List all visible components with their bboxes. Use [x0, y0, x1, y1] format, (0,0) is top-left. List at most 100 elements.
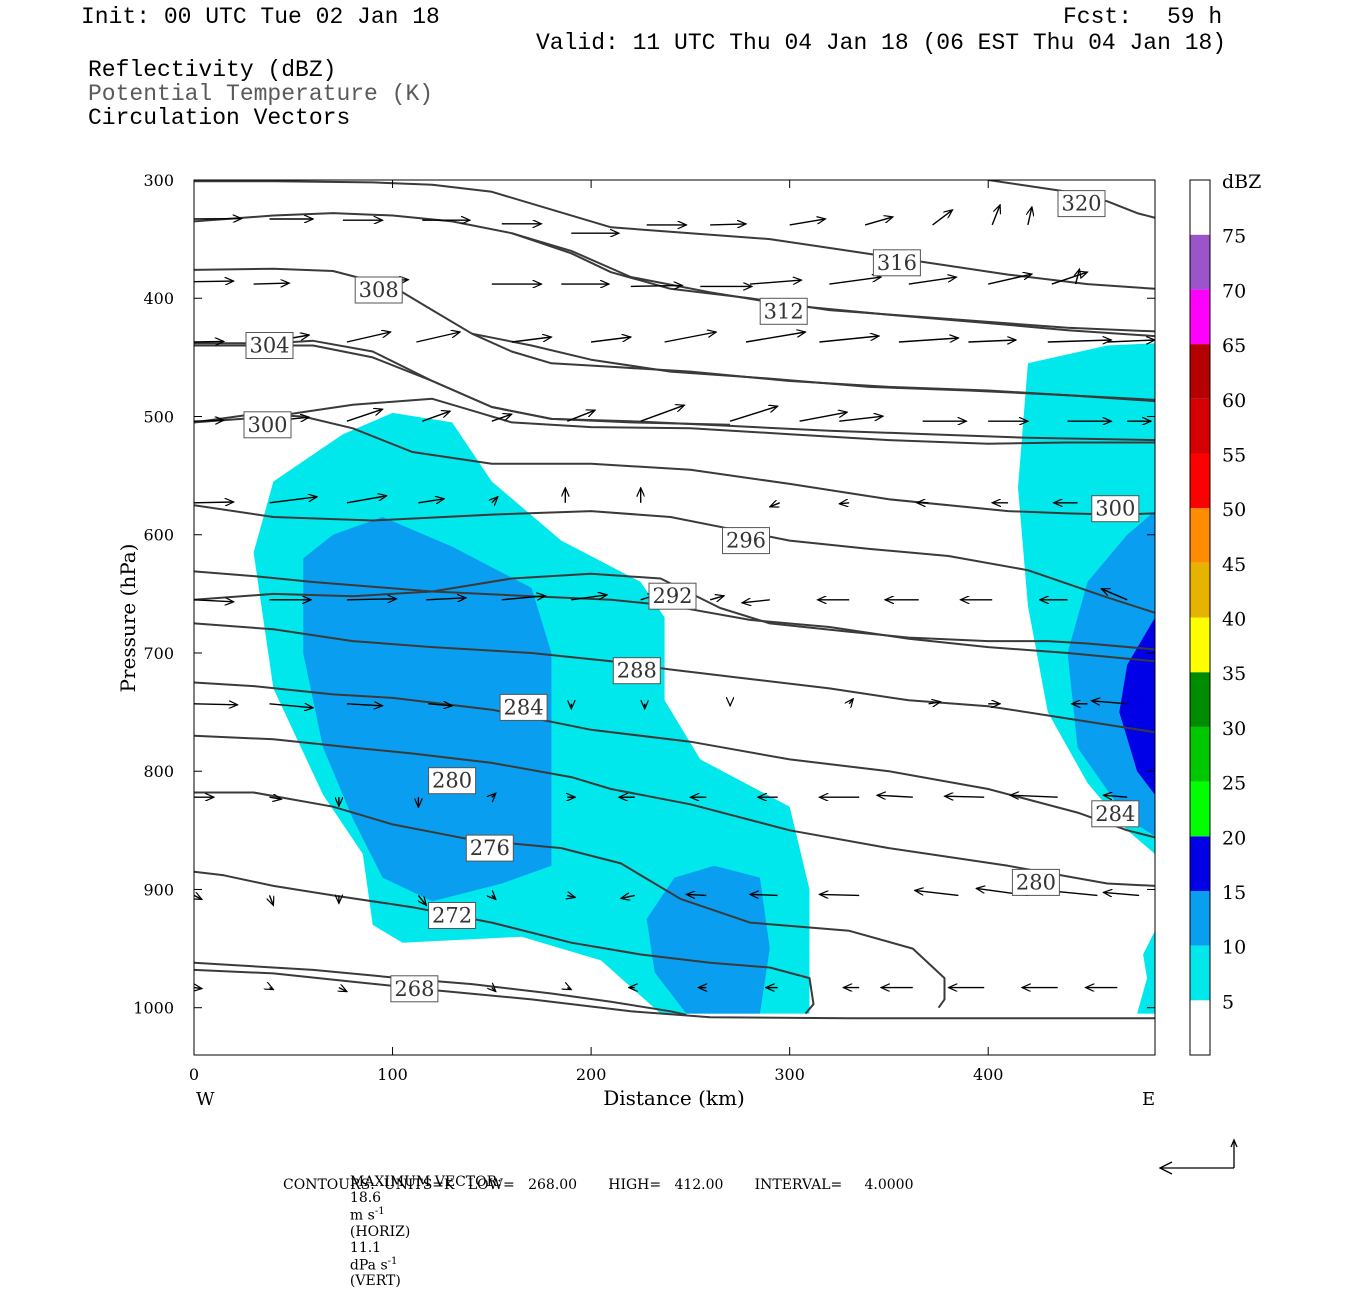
theta-label: 300 — [1095, 497, 1135, 521]
circulation-vector — [800, 412, 848, 421]
circulation-vector — [512, 337, 552, 342]
circulation-vector — [194, 281, 234, 282]
x-tick-label: 0 — [189, 1065, 199, 1084]
circulation-vector — [899, 338, 959, 342]
colorbar-label: 40 — [1222, 609, 1246, 631]
horiz-tag: (HORIZ) — [350, 1224, 410, 1240]
circulation-vector — [194, 895, 202, 899]
colorbar-swatch — [1190, 836, 1210, 891]
x-tick-label: 300 — [774, 1065, 805, 1084]
circulation-vector — [422, 411, 450, 421]
colorbar-swatch — [1190, 727, 1210, 782]
circulation-vector — [416, 332, 460, 342]
theta-label: 280 — [432, 769, 472, 793]
colorbar-label: 70 — [1222, 280, 1246, 302]
colorbar-label: 75 — [1222, 226, 1246, 248]
circulation-vector — [492, 988, 496, 992]
theta-label: 296 — [726, 529, 766, 553]
circulation-vector — [710, 224, 746, 225]
circulation-vector — [770, 503, 780, 507]
circulation-vector — [347, 599, 397, 600]
circulation-vector — [839, 416, 883, 421]
circulation-vector — [665, 332, 717, 342]
circulation-vector — [750, 280, 802, 284]
reference-vector-icon — [1160, 1140, 1237, 1174]
colorbar-label: 20 — [1222, 827, 1246, 849]
circulation-vector — [933, 210, 953, 225]
colorbar-swatch — [1190, 344, 1210, 399]
circulation-vector — [194, 420, 224, 421]
y-tick-label: 500 — [143, 407, 174, 426]
y-tick-label: 700 — [143, 644, 174, 663]
colorbar-swatch — [1190, 891, 1210, 946]
theta-label: 284 — [504, 695, 544, 719]
vert-unit: dPa s — [350, 1257, 388, 1273]
colorbar-label: 60 — [1222, 390, 1246, 412]
circulation-vector — [567, 988, 571, 990]
circulation-vector — [339, 988, 347, 992]
colorbar-swatch — [1190, 508, 1210, 563]
circulation-vector — [992, 205, 1000, 225]
circulation-vector — [746, 332, 806, 342]
colorbar-label: 65 — [1222, 335, 1246, 357]
x-tick-label: 400 — [973, 1065, 1004, 1084]
circulation-vector — [819, 894, 859, 895]
colorbar-label: 45 — [1222, 554, 1246, 576]
theta-label: 268 — [394, 977, 434, 1001]
theta-label: 300 — [247, 413, 287, 437]
horiz-unit: m s — [350, 1208, 375, 1224]
circulation-vector — [194, 988, 202, 989]
circulation-vector — [194, 341, 224, 342]
horiz-unit-exponent: -1 — [375, 1206, 385, 1217]
circulation-vector — [194, 704, 238, 705]
circulation-vector — [1028, 207, 1032, 225]
theta-label: 272 — [432, 904, 472, 928]
colorbar-label: 35 — [1222, 663, 1246, 685]
colorbar-label: 55 — [1222, 444, 1246, 466]
colorbar-swatch — [1190, 453, 1210, 508]
theta-label: 284 — [1095, 802, 1135, 826]
circulation-vector — [631, 285, 683, 286]
circulation-vector — [1107, 340, 1155, 342]
circulation-vector — [710, 596, 724, 600]
circulation-vector — [839, 503, 849, 504]
y-tick-label: 1000 — [133, 999, 174, 1018]
circulation-vector — [686, 894, 706, 895]
circulation-vector — [865, 217, 893, 225]
theta-label: 308 — [359, 278, 399, 302]
circulation-vector — [270, 895, 274, 905]
circulation-vector — [1103, 892, 1139, 895]
circulation-vector — [730, 406, 778, 421]
y-tick-label: 800 — [143, 762, 174, 781]
circulation-vector — [254, 283, 290, 284]
colorbar-swatch — [1190, 782, 1210, 837]
circulation-vector — [194, 600, 234, 602]
circulation-vector — [591, 337, 631, 342]
theta-label: 304 — [249, 334, 289, 358]
circulation-vector — [790, 219, 826, 225]
colorbar-swatch — [1190, 289, 1210, 344]
circulation-vector — [347, 409, 383, 421]
theta-label: 320 — [1061, 192, 1101, 216]
cross-section-chart: 2682722762802842882922963003043083123163… — [0, 0, 1350, 1200]
colorbar-label: 10 — [1222, 937, 1246, 959]
colorbar-swatch — [1190, 399, 1210, 454]
colorbar-swatch — [1190, 235, 1210, 290]
circulation-vector — [270, 988, 274, 990]
y-axis-title: Pressure (hPa) — [116, 544, 140, 693]
reflectivity-region-5dbz — [1137, 931, 1155, 1014]
circulation-vector — [829, 277, 881, 284]
circulation-vector — [819, 336, 879, 342]
x-west-label: W — [196, 1089, 215, 1110]
colorbar-label: 15 — [1222, 882, 1246, 904]
colorbar-swatch — [1190, 563, 1210, 618]
vert-value: 11.1 — [350, 1240, 381, 1256]
theta-label: 312 — [764, 299, 804, 323]
colorbar-label: 25 — [1222, 773, 1246, 795]
theta-label: 276 — [470, 836, 510, 860]
theta-label: 316 — [877, 251, 917, 275]
colorbar-label: 30 — [1222, 718, 1246, 740]
colorbar-swatch — [1190, 672, 1210, 727]
circulation-vector — [742, 600, 770, 603]
y-tick-label: 900 — [143, 880, 174, 899]
